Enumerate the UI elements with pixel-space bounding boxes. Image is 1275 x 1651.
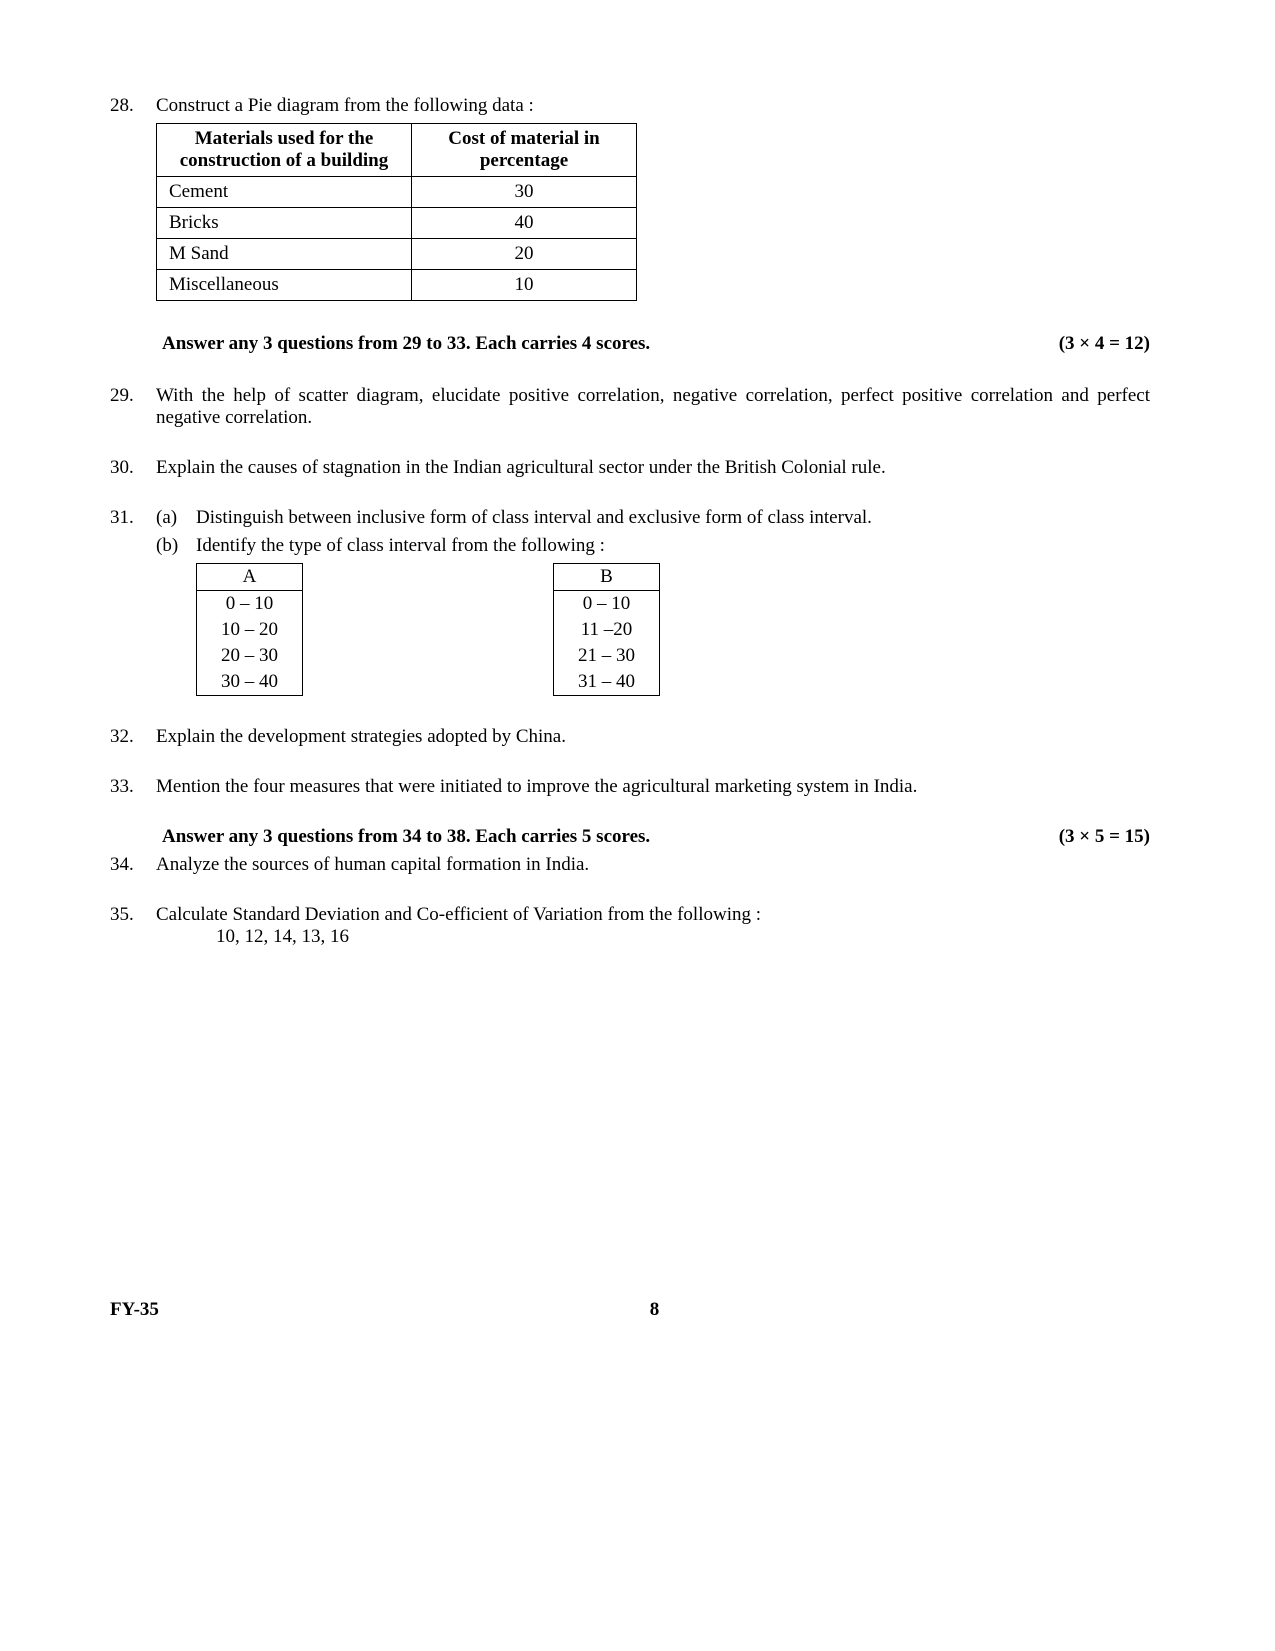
- subquestion-a: (a) Distinguish between inclusive form o…: [156, 507, 1150, 529]
- question-number: 34.: [110, 854, 156, 876]
- question-body: Calculate Standard Deviation and Co-effi…: [156, 904, 1150, 948]
- interval-cell: 10 – 20: [197, 617, 303, 643]
- interval-cell: 20 – 30: [197, 643, 303, 669]
- section-marks: (3 × 5 = 15): [1059, 826, 1150, 848]
- question-number: 33.: [110, 776, 156, 798]
- interval-cell: 21 – 30: [554, 643, 660, 669]
- question-34: 34. Analyze the sources of human capital…: [110, 854, 1150, 876]
- question-text: Construct a Pie diagram from the followi…: [156, 95, 1150, 117]
- question-35: 35. Calculate Standard Deviation and Co-…: [110, 904, 1150, 948]
- table-row: Cement 30: [157, 177, 637, 208]
- cell-value: 20: [412, 239, 637, 270]
- section-header-5marks: Answer any 3 questions from 34 to 38. Ea…: [162, 826, 1150, 848]
- question-33: 33. Mention the four measures that were …: [110, 776, 1150, 798]
- question-text: Analyze the sources of human capital for…: [156, 854, 1150, 876]
- section-marks: (3 × 4 = 12): [1059, 333, 1150, 355]
- question-data: 10, 12, 14, 13, 16: [216, 926, 1150, 948]
- interval-cell: 30 – 40: [197, 669, 303, 696]
- cell-value: 40: [412, 208, 637, 239]
- page-footer: FY-35 8: [110, 1299, 1150, 1321]
- interval-cell: 11 –20: [554, 617, 660, 643]
- exam-page: 28. Construct a Pie diagram from the fol…: [0, 0, 1275, 1651]
- question-text: Mention the four measures that were init…: [156, 776, 1150, 798]
- cell-value: 30: [412, 177, 637, 208]
- question-number: 30.: [110, 457, 156, 479]
- header-line: Materials used for the: [195, 128, 374, 149]
- question-number: 29.: [110, 385, 156, 429]
- interval-cell: 0 – 10: [197, 591, 303, 618]
- question-30: 30. Explain the causes of stagnation in …: [110, 457, 1150, 479]
- question-28: 28. Construct a Pie diagram from the fol…: [110, 95, 1150, 305]
- interval-table-a: A 0 – 10 10 – 20 20 – 30 30 – 40: [196, 563, 303, 696]
- cell-material: M Sand: [157, 239, 412, 270]
- table-row: Miscellaneous 10: [157, 270, 637, 301]
- table-row: Bricks 40: [157, 208, 637, 239]
- page-number: 8: [159, 1299, 1150, 1321]
- question-body: Construct a Pie diagram from the followi…: [156, 95, 1150, 305]
- sub-text: Identify the type of class interval from…: [196, 535, 1150, 557]
- question-32: 32. Explain the development strategies a…: [110, 726, 1150, 748]
- question-29: 29. With the help of scatter diagram, el…: [110, 385, 1150, 429]
- section-text: Answer any 3 questions from 29 to 33. Ea…: [162, 333, 650, 355]
- sub-body: Identify the type of class interval from…: [196, 535, 1150, 557]
- section-header-4marks: Answer any 3 questions from 29 to 33. Ea…: [162, 333, 1150, 355]
- question-body: (a) Distinguish between inclusive form o…: [156, 507, 1150, 696]
- header-line: percentage: [480, 150, 568, 171]
- sub-text: Distinguish between inclusive form of cl…: [196, 507, 1150, 529]
- question-number: 35.: [110, 904, 156, 948]
- sub-label: (a): [156, 507, 196, 529]
- interval-header: A: [197, 564, 303, 591]
- question-number: 28.: [110, 95, 156, 305]
- interval-table-b: B 0 – 10 11 –20 21 – 30 31 – 40: [553, 563, 660, 696]
- sub-label: (b): [156, 535, 196, 557]
- question-text: Explain the causes of stagnation in the …: [156, 457, 1150, 479]
- question-text: With the help of scatter diagram, elucid…: [156, 385, 1150, 429]
- spacer: [303, 563, 553, 696]
- cell-material: Cement: [157, 177, 412, 208]
- question-31: 31. (a) Distinguish between inclusive fo…: [110, 507, 1150, 696]
- section-text: Answer any 3 questions from 34 to 38. Ea…: [162, 826, 650, 848]
- paper-code: FY-35: [110, 1299, 159, 1321]
- header-line: Cost of material in: [448, 128, 599, 149]
- pie-data-table: Materials used for the construction of a…: [156, 123, 637, 301]
- question-number: 32.: [110, 726, 156, 748]
- subquestion-b: (b) Identify the type of class interval …: [156, 535, 1150, 557]
- header-line: construction of a building: [180, 150, 389, 171]
- table-header-cost: Cost of material in percentage: [412, 124, 637, 177]
- interval-header: B: [554, 564, 660, 591]
- question-number: 31.: [110, 507, 156, 696]
- cell-material: Bricks: [157, 208, 412, 239]
- interval-cell: 0 – 10: [554, 591, 660, 618]
- table-header-materials: Materials used for the construction of a…: [157, 124, 412, 177]
- cell-material: Miscellaneous: [157, 270, 412, 301]
- cell-value: 10: [412, 270, 637, 301]
- question-text: Calculate Standard Deviation and Co-effi…: [156, 904, 1150, 926]
- table-row: M Sand 20: [157, 239, 637, 270]
- interval-cell: 31 – 40: [554, 669, 660, 696]
- interval-tables-row: A 0 – 10 10 – 20 20 – 30 30 – 40 B 0 – 1…: [196, 563, 1150, 696]
- question-text: Explain the development strategies adopt…: [156, 726, 1150, 748]
